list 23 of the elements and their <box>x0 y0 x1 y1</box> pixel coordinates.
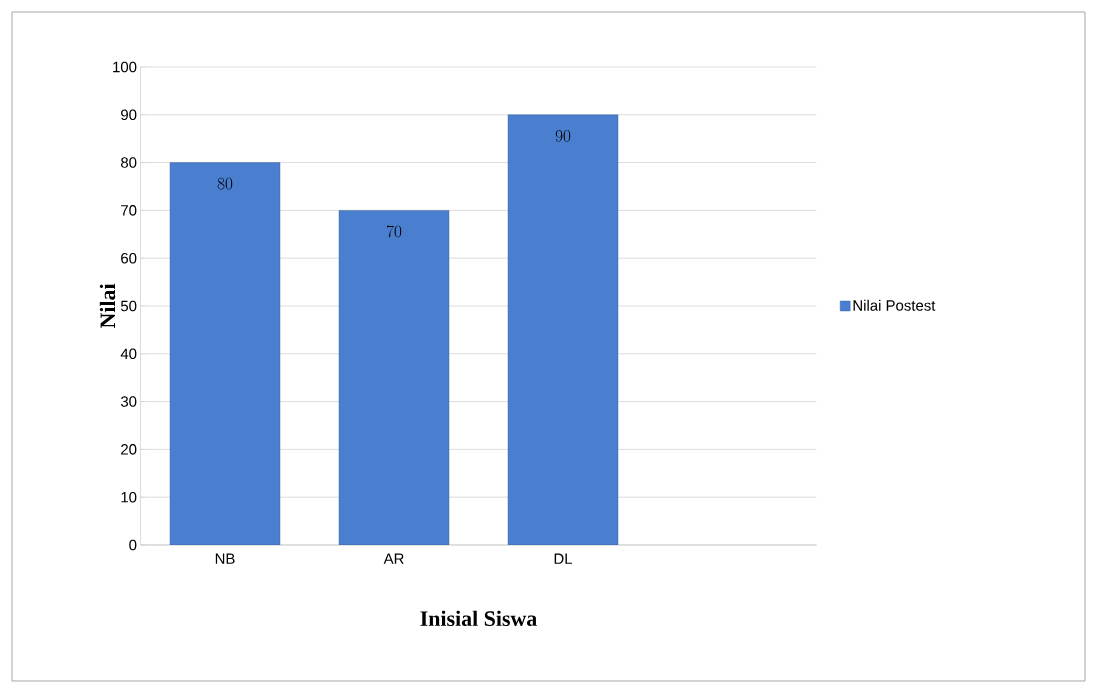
y-tick-label: 0 <box>129 539 137 551</box>
bar <box>169 162 281 545</box>
data-label: 90 <box>555 130 571 142</box>
x-tick-label: AR <box>383 553 404 564</box>
y-tick-label: 100 <box>113 61 137 73</box>
y-tick-label: 10 <box>121 491 137 503</box>
y-tick-label: 60 <box>121 252 137 264</box>
bar <box>338 210 450 545</box>
y-tick-label: 80 <box>121 157 137 168</box>
y-axis-title: Nilai <box>99 283 116 329</box>
bar <box>507 114 619 545</box>
data-label: 80 <box>217 177 233 190</box>
x-axis-title: Inisial Siswa <box>420 610 537 627</box>
y-tick-label: 50 <box>120 300 137 312</box>
legend-label: Nilai Postest <box>853 299 936 311</box>
y-tick-label: 70 <box>121 205 137 216</box>
y-tick-label: 40 <box>120 348 137 360</box>
x-tick-label: DL <box>554 553 573 564</box>
data-label: 70 <box>386 225 402 238</box>
y-tick-label: 20 <box>121 444 137 455</box>
x-tick-label: NB <box>215 553 235 564</box>
y-tick-label: 90 <box>121 109 137 121</box>
y-tick-label: 30 <box>120 396 137 407</box>
